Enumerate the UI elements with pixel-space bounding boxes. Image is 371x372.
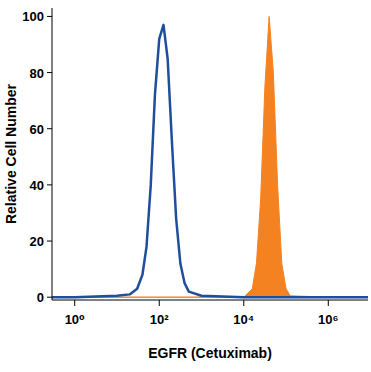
y-tick-label: 60 [30, 122, 44, 137]
x-tick [74, 300, 75, 306]
y-tick [47, 297, 52, 298]
x-tick-label: 10⁶ [318, 312, 338, 327]
y-tick-label: 40 [30, 178, 44, 193]
x-tick [328, 300, 329, 306]
x-axis [52, 300, 368, 301]
y-tick-label: 100 [22, 9, 44, 24]
y-tick-label: 20 [30, 234, 44, 249]
x-tick [159, 300, 160, 306]
x-tick-label: 10⁰ [65, 312, 85, 327]
y-tick [47, 72, 52, 73]
y-tick-label: 0 [37, 290, 44, 305]
histogram-area [52, 16, 368, 297]
plot-area [52, 16, 368, 297]
y-tick [47, 128, 52, 129]
y-tick-label: 80 [30, 66, 44, 81]
x-axis-label: EGFR (Cetuximab) [148, 345, 272, 361]
y-axis [52, 8, 53, 300]
histogram-line [52, 25, 368, 297]
x-tick [243, 300, 244, 306]
y-axis-label: Relative Cell Number [3, 83, 19, 224]
x-tick-label: 10² [150, 312, 169, 327]
y-tick [47, 16, 52, 17]
x-tick-label: 10⁴ [233, 312, 254, 327]
y-tick [47, 241, 52, 242]
y-tick [47, 184, 52, 185]
chart: 0 20 40 60 80 100 10⁰ 10² 10⁴ 10⁶ EGFR (Cetuximab)… [0, 0, 371, 372]
